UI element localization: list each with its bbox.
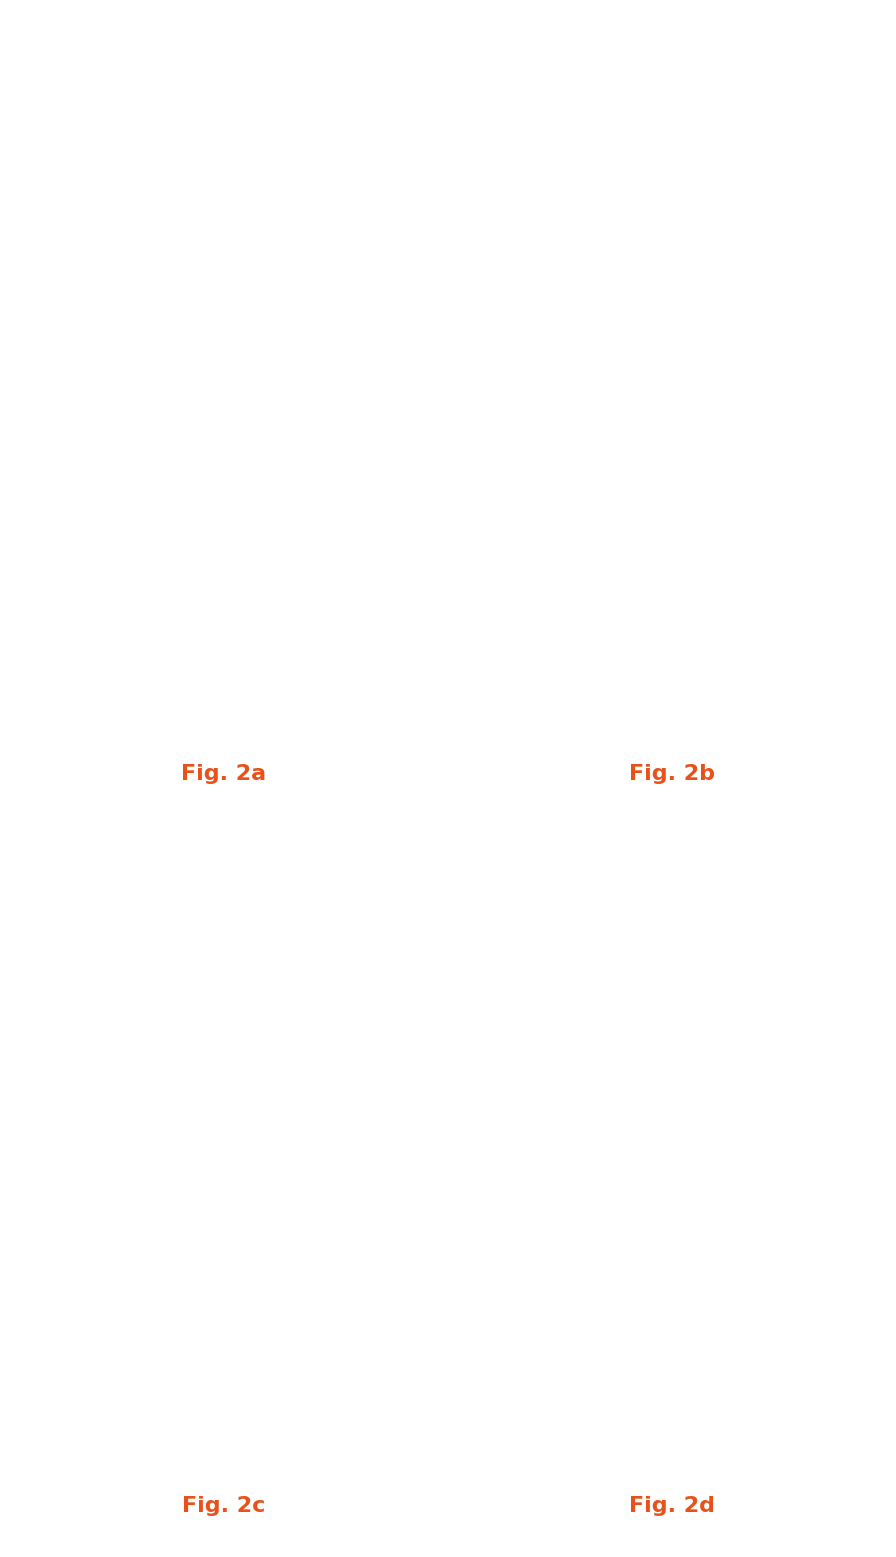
Text: Fig. 2c: Fig. 2c bbox=[182, 1496, 266, 1515]
Text: Fig. 2b: Fig. 2b bbox=[629, 764, 715, 783]
Text: Fig. 2a: Fig. 2a bbox=[181, 764, 267, 783]
Text: Fig. 2d: Fig. 2d bbox=[629, 1496, 715, 1515]
